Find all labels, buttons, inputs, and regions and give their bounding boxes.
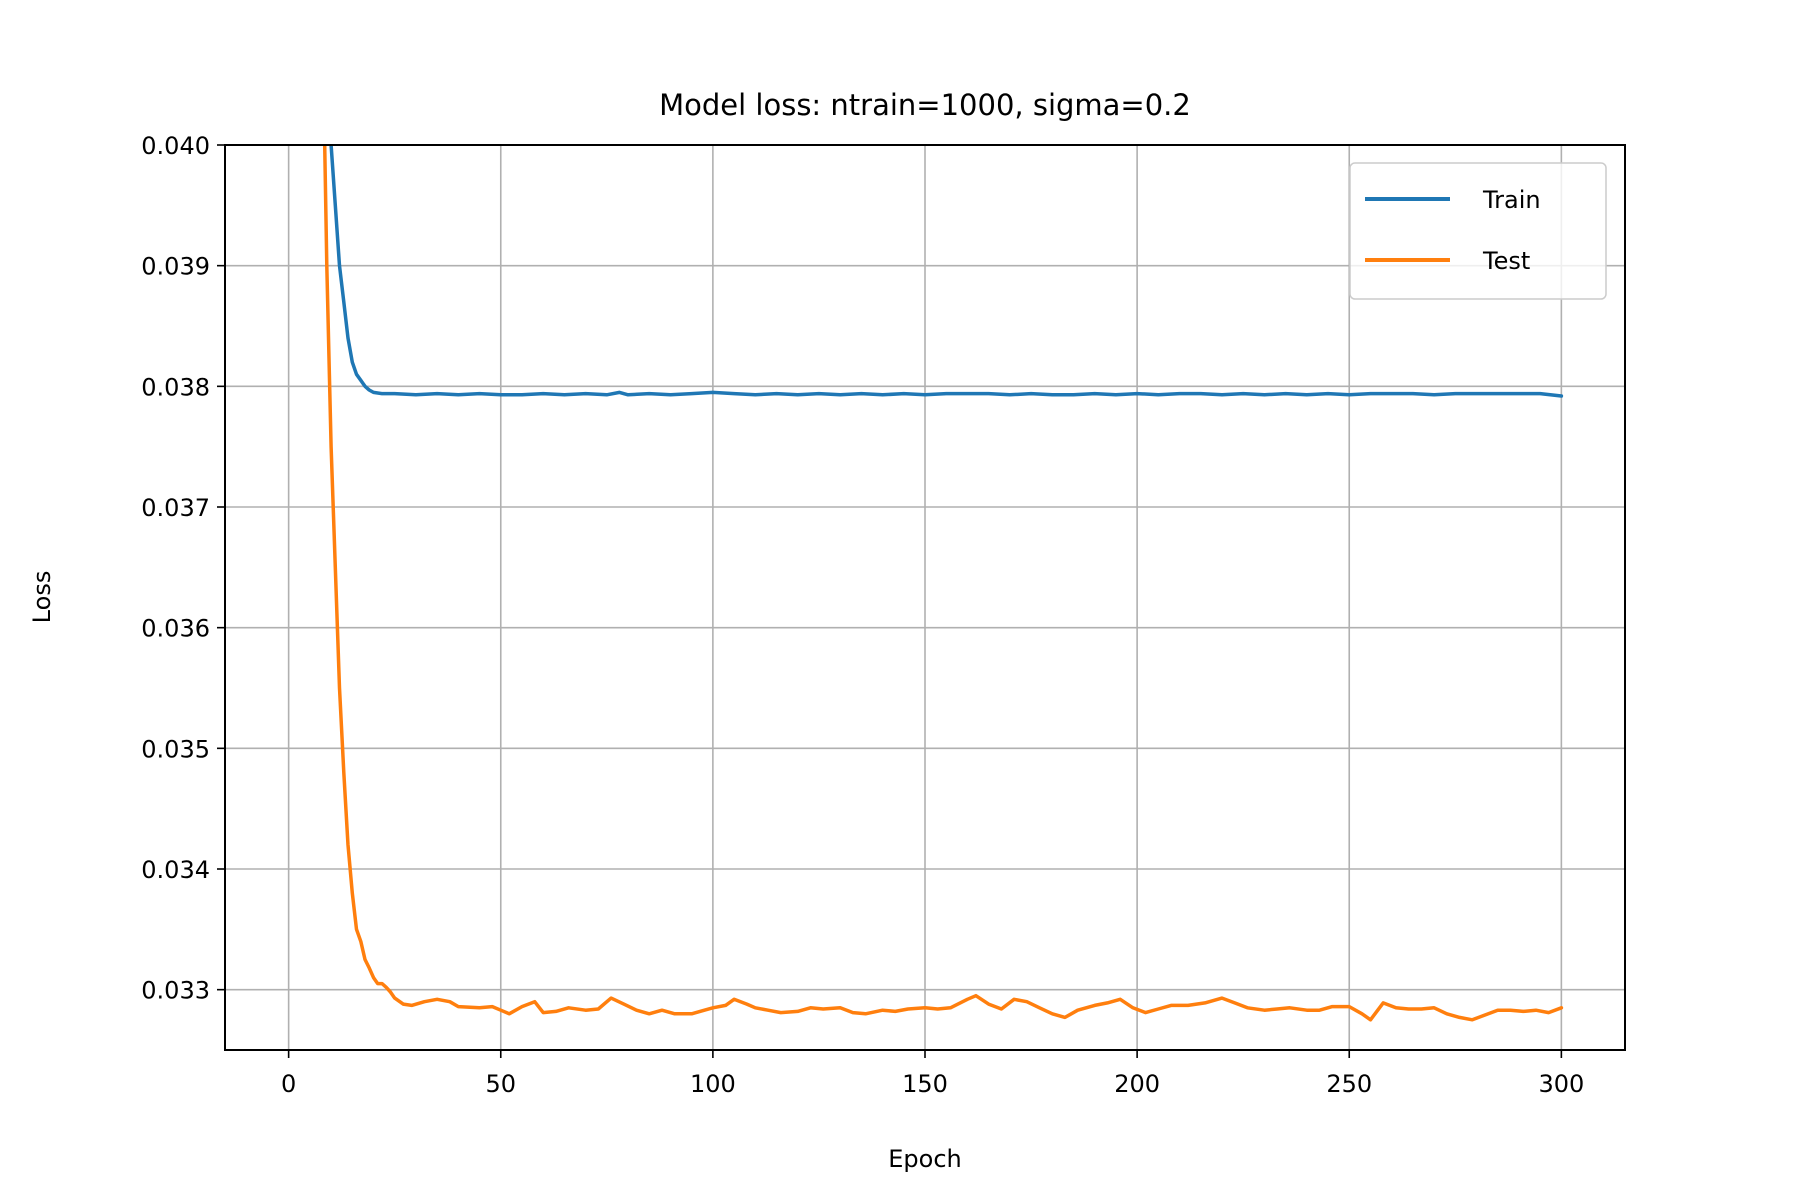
legend-label-train: Train <box>1482 186 1541 214</box>
y-tick-label: 0.033 <box>141 977 210 1005</box>
x-tick-label: 100 <box>690 1070 736 1098</box>
y-tick-label: 0.037 <box>141 494 210 522</box>
series-layer <box>322 145 1564 1022</box>
x-tick-label: 150 <box>902 1070 948 1098</box>
x-tick-label: 0 <box>281 1070 296 1098</box>
y-tick-label: 0.034 <box>141 856 210 884</box>
legend-label-test: Test <box>1482 247 1530 275</box>
y-tick-label: 0.040 <box>141 132 210 160</box>
series-line-train <box>329 145 1564 398</box>
y-tick-label: 0.035 <box>141 735 210 763</box>
y-tick-label: 0.038 <box>141 373 210 401</box>
x-tick-label: 200 <box>1114 1070 1160 1098</box>
legend: Train Test <box>1349 162 1607 300</box>
chart-title: Model loss: ntrain=1000, sigma=0.2 <box>659 88 1191 122</box>
y-axis-label: Loss <box>28 571 56 624</box>
y-tick-label: 0.039 <box>141 253 210 281</box>
axis-ticks: 0 50 100 150 200 250 300 0.033 0.034 0.035 0.036 0.… <box>141 132 1584 1098</box>
legend-box <box>1349 162 1607 300</box>
x-tick-label: 300 <box>1538 1070 1584 1098</box>
y-tick-label: 0.036 <box>141 615 210 643</box>
x-tick-label: 50 <box>485 1070 516 1098</box>
series-line-test <box>322 145 1564 1022</box>
x-axis-label: Epoch <box>888 1145 962 1173</box>
x-tick-label: 250 <box>1326 1070 1372 1098</box>
